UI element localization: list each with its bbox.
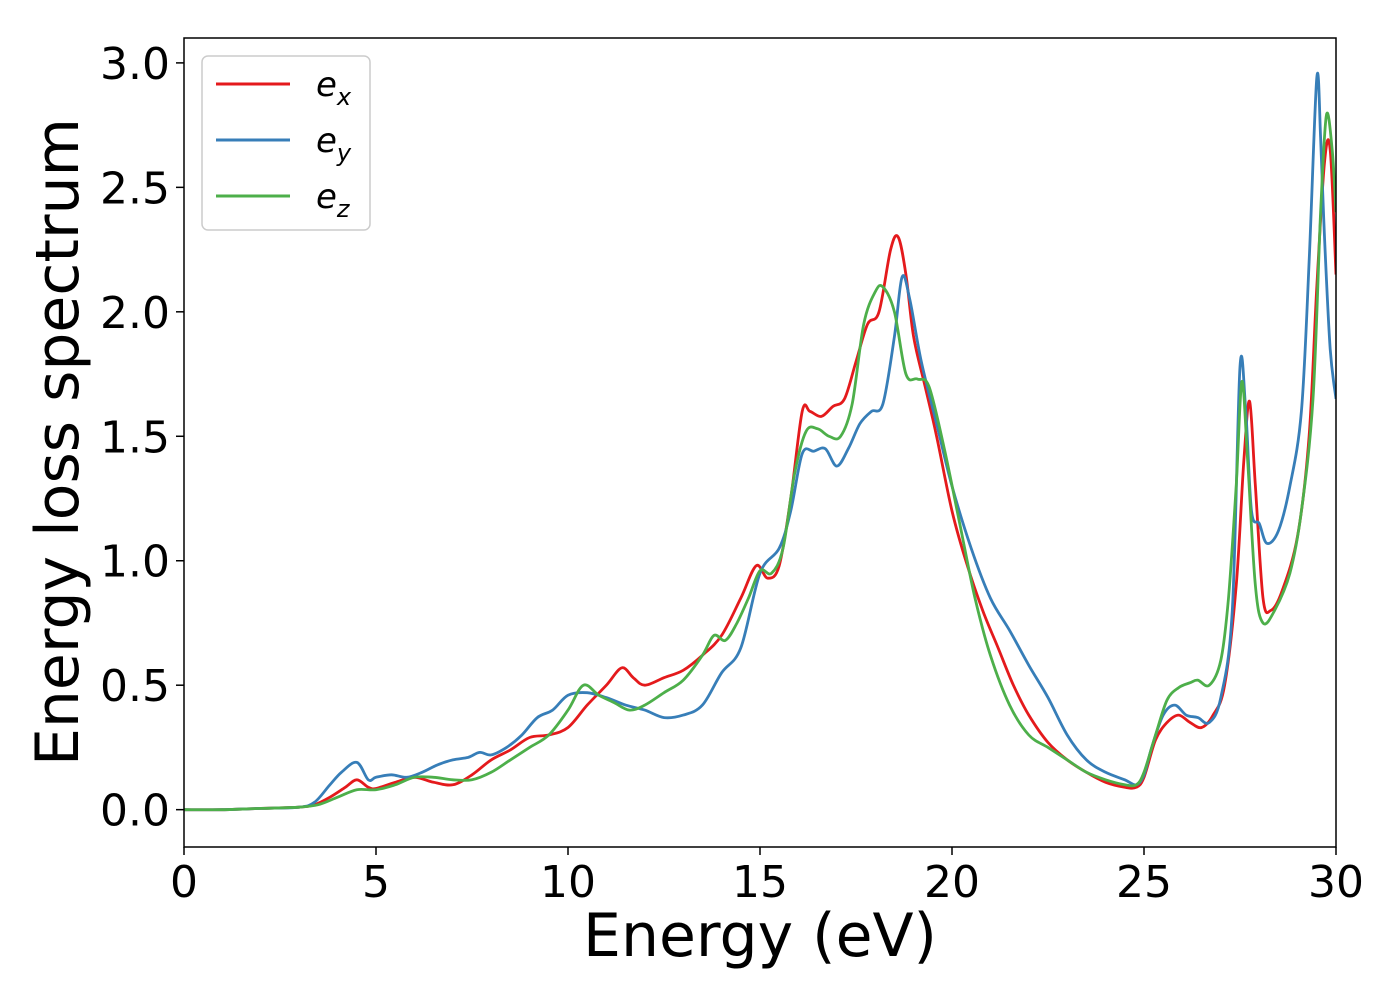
y-tick-label: 2.5 <box>100 163 170 214</box>
y-axis-title: Energy loss spectrum <box>23 118 93 766</box>
series-line-z <box>184 111 1336 812</box>
legend-label-main: e <box>316 121 337 161</box>
y-tick-label: 0.0 <box>100 786 170 837</box>
x-tick-label: 20 <box>924 857 980 908</box>
legend-label-main: e <box>316 65 337 105</box>
series-layer <box>184 71 1336 812</box>
y-tick-label: 1.5 <box>100 412 170 463</box>
legend-label-subscript: z <box>336 195 351 223</box>
legend-label-subscript: x <box>336 83 352 111</box>
y-tick-label: 3.0 <box>100 39 170 90</box>
x-tick-label: 30 <box>1308 857 1364 908</box>
x-axis: 0 5 10 15 20 25 30 <box>170 847 1364 908</box>
legend-label-main: e <box>316 177 337 217</box>
legend-label: ez <box>316 177 351 223</box>
y-tick-label: 2.0 <box>100 288 170 339</box>
y-axis: 0.0 0.5 1.0 1.5 2.0 2.5 3.0 <box>100 39 184 837</box>
x-tick-label: 0 <box>170 857 198 908</box>
x-axis-title: Energy (eV) <box>583 901 937 971</box>
y-tick-label: 1.0 <box>100 537 170 588</box>
x-tick-label: 25 <box>1116 857 1172 908</box>
x-tick-label: 15 <box>732 857 788 908</box>
legend-box <box>201 55 371 231</box>
legend-label: ex <box>316 65 352 111</box>
legend-label-subscript: y <box>336 139 352 167</box>
x-tick-label: 5 <box>362 857 390 908</box>
y-tick-label: 0.5 <box>100 661 170 712</box>
legend-label: ey <box>316 121 352 167</box>
x-tick-label: 10 <box>540 857 596 908</box>
series-line-x <box>184 138 1336 812</box>
